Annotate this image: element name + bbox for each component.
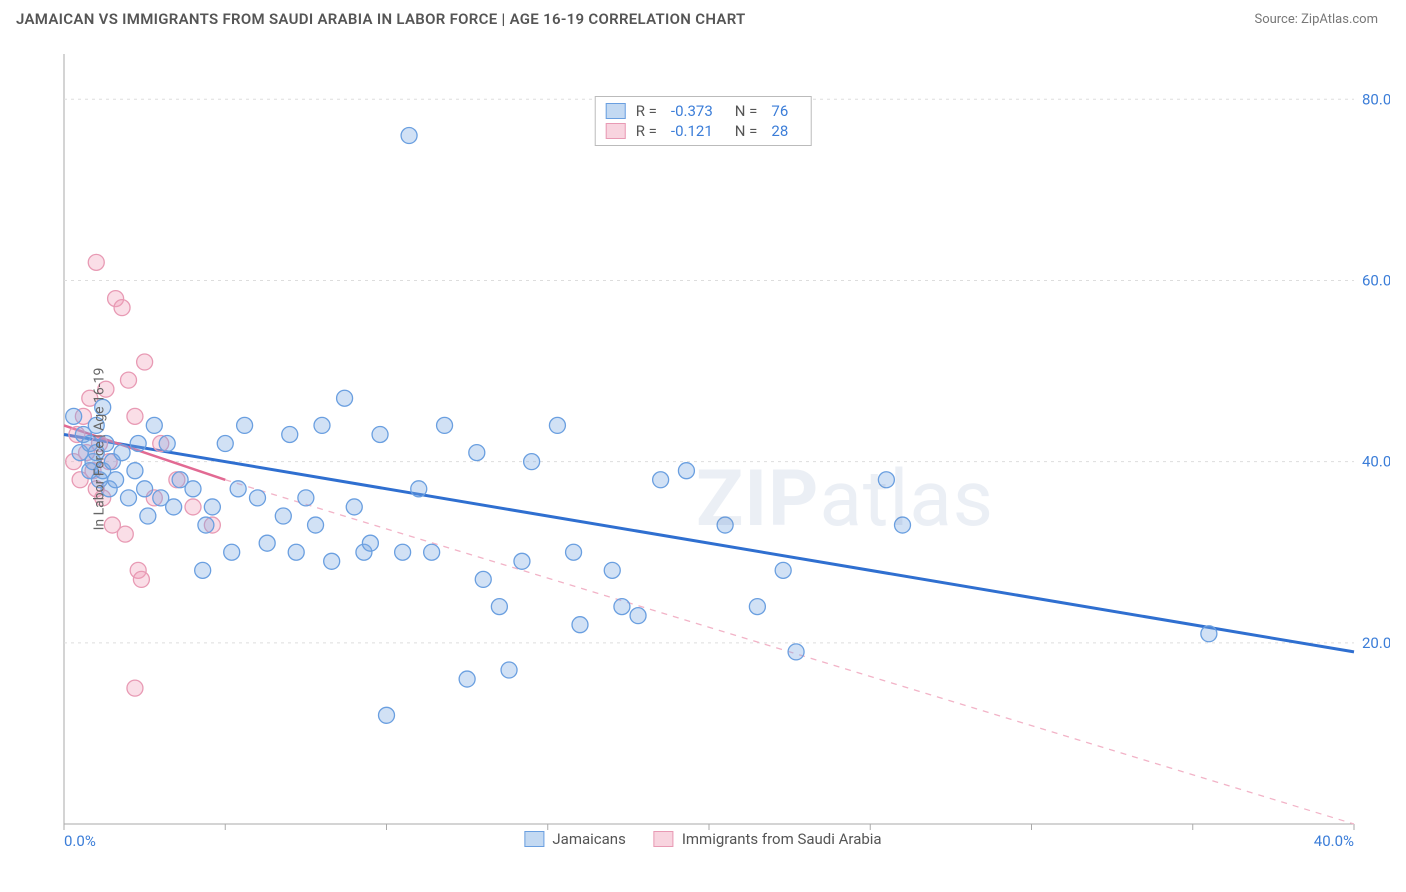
svg-text:40.0%: 40.0% — [1314, 832, 1354, 850]
chart-source: Source: ZipAtlas.com — [1254, 12, 1378, 27]
svg-text:0.0%: 0.0% — [64, 832, 96, 850]
n-label: N = — [735, 102, 758, 120]
chart-title: JAMAICAN VS IMMIGRANTS FROM SAUDI ARABIA… — [16, 10, 746, 28]
legend-stat-row: R = -0.373 N = 76 — [606, 101, 801, 121]
y-axis-label: In Labor Force | Age 16-19 — [91, 368, 107, 531]
legend-item: Jamaicans — [524, 830, 625, 848]
svg-text:60.0%: 60.0% — [1362, 271, 1390, 289]
svg-text:40.0%: 40.0% — [1362, 453, 1390, 471]
chart-header: JAMAICAN VS IMMIGRANTS FROM SAUDI ARABIA… — [0, 0, 1406, 36]
svg-text:20.0%: 20.0% — [1362, 634, 1390, 652]
legend-swatch — [606, 123, 626, 139]
r-value: -0.121 — [671, 122, 713, 140]
legend-label: Jamaicans — [552, 830, 625, 848]
legend-series: Jamaicans Immigrants from Saudi Arabia — [524, 830, 881, 848]
r-value: -0.373 — [671, 102, 713, 120]
legend-stat-row: R = -0.121 N = 28 — [606, 121, 801, 141]
scatter-chart: 20.0% 40.0% 60.0% 80.0% 0.0% 40.0% — [16, 44, 1390, 854]
chart-container: In Labor Force | Age 16-19 ZIPatlas 20.0… — [16, 44, 1390, 854]
n-value: 76 — [771, 102, 788, 120]
legend-item: Immigrants from Saudi Arabia — [654, 830, 882, 848]
legend-label: Immigrants from Saudi Arabia — [682, 830, 882, 848]
svg-text:80.0%: 80.0% — [1362, 90, 1390, 108]
legend-swatch — [654, 831, 674, 847]
legend-swatch — [524, 831, 544, 847]
r-label: R = — [636, 122, 657, 140]
legend-swatch — [606, 103, 626, 119]
legend-stats-box: R = -0.373 N = 76 R = -0.121 N = 28 — [595, 96, 812, 146]
n-label: N = — [735, 122, 758, 140]
r-label: R = — [636, 102, 657, 120]
n-value: 28 — [771, 122, 788, 140]
